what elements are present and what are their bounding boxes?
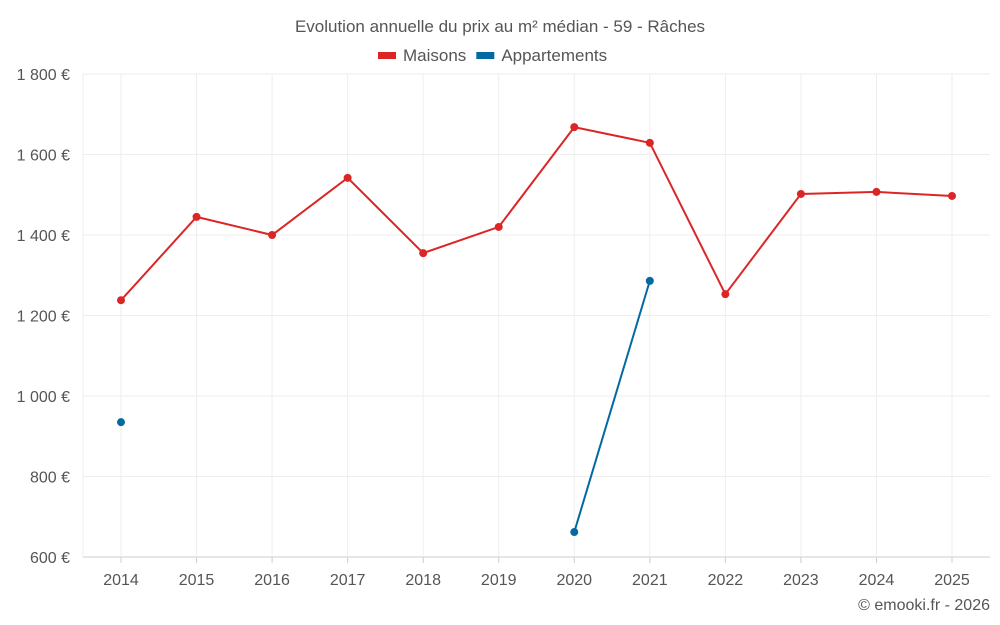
data-point[interactable] [796, 189, 805, 198]
chart-title: Evolution annuelle du prix au m² médian … [295, 17, 705, 36]
x-tick-label: 2014 [103, 572, 139, 589]
series-group [117, 123, 956, 537]
x-tick-label: 2021 [632, 572, 668, 589]
x-tick-label: 2017 [330, 572, 366, 589]
x-tick-label: 2018 [405, 572, 441, 589]
data-point[interactable] [419, 249, 428, 258]
data-point[interactable] [268, 231, 277, 239]
y-tick-label: 1 600 € [17, 148, 70, 165]
y-tick-label: 800 € [30, 470, 70, 487]
x-tick-label: 2022 [708, 572, 744, 589]
legend-swatch [476, 52, 495, 59]
legend-item-maisons[interactable]: Maisons [378, 46, 466, 65]
series-line [120, 126, 953, 301]
legend-swatch [378, 52, 396, 59]
credit-text: © emooki.fr - 2026 [858, 597, 990, 614]
y-tick-label: 1 400 € [17, 228, 70, 245]
legend-label: Maisons [403, 46, 466, 65]
data-point[interactable] [645, 276, 654, 285]
y-tick-label: 1 000 € [17, 389, 70, 406]
data-point[interactable] [721, 290, 730, 299]
data-point[interactable] [645, 138, 654, 147]
x-tick-label: 2024 [859, 572, 895, 589]
data-point[interactable] [494, 222, 503, 231]
x-tick-label: 2023 [783, 572, 819, 589]
legend-item-appartements[interactable]: Appartements [476, 46, 607, 65]
data-point[interactable] [192, 212, 201, 221]
axes: 600 € 800 € 1 000 € 1 200 € 1 400 € 1 600 € 1 … [17, 67, 970, 589]
data-point[interactable] [117, 418, 125, 427]
y-tick-label: 600 € [30, 550, 70, 567]
data-point[interactable] [570, 123, 579, 132]
x-tick-label: 2020 [556, 572, 592, 589]
x-tick-label: 2025 [934, 572, 970, 589]
data-point[interactable] [872, 187, 881, 196]
data-point[interactable] [117, 296, 125, 305]
legend[interactable]: Maisons Appartements [378, 46, 607, 65]
series-maisons [117, 123, 956, 305]
x-tick-label: 2016 [254, 572, 290, 589]
series-line [573, 280, 651, 533]
x-tick-label: 2015 [179, 572, 215, 589]
x-tick-label: 2019 [481, 572, 517, 589]
grid [82, 73, 990, 558]
y-tick-label: 1 200 € [17, 309, 70, 326]
data-point[interactable] [948, 191, 956, 200]
data-point[interactable] [570, 528, 579, 537]
legend-label: Appartements [501, 46, 607, 65]
series-appartements [117, 276, 654, 537]
data-point[interactable] [343, 173, 352, 182]
y-tick-label: 1 800 € [17, 67, 70, 84]
